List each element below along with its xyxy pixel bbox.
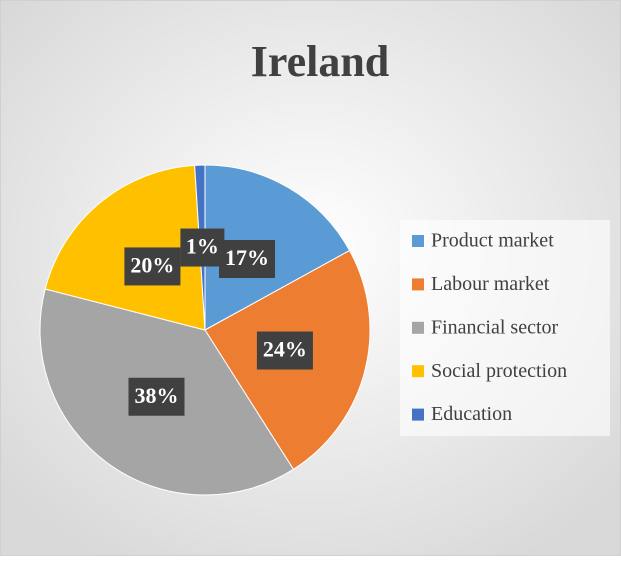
data-label: 17% bbox=[225, 245, 269, 270]
legend-label: Product market bbox=[431, 230, 554, 252]
legend-label: Labour market bbox=[431, 273, 550, 295]
legend-swatch bbox=[412, 408, 424, 421]
legend-label: Education bbox=[431, 403, 512, 425]
legend-background bbox=[400, 220, 610, 436]
data-label-box bbox=[256, 331, 313, 370]
data-label: 38% bbox=[135, 383, 179, 408]
legend-swatch bbox=[412, 278, 424, 291]
legend-swatch bbox=[412, 321, 424, 334]
legend-label: Social protection bbox=[431, 360, 567, 382]
data-label-box bbox=[124, 247, 181, 286]
data-label: 20% bbox=[130, 252, 174, 277]
data-label: 1% bbox=[186, 234, 219, 259]
data-label-box bbox=[218, 239, 275, 278]
data-label-box bbox=[128, 377, 185, 416]
legend-swatch bbox=[412, 365, 424, 378]
data-label-box bbox=[180, 228, 225, 267]
legend-label: Financial sector bbox=[431, 316, 559, 338]
data-label: 24% bbox=[263, 337, 307, 362]
pie-slice bbox=[204, 164, 351, 331]
legend-swatch bbox=[412, 235, 424, 247]
chart-title: Ireland bbox=[251, 37, 390, 86]
